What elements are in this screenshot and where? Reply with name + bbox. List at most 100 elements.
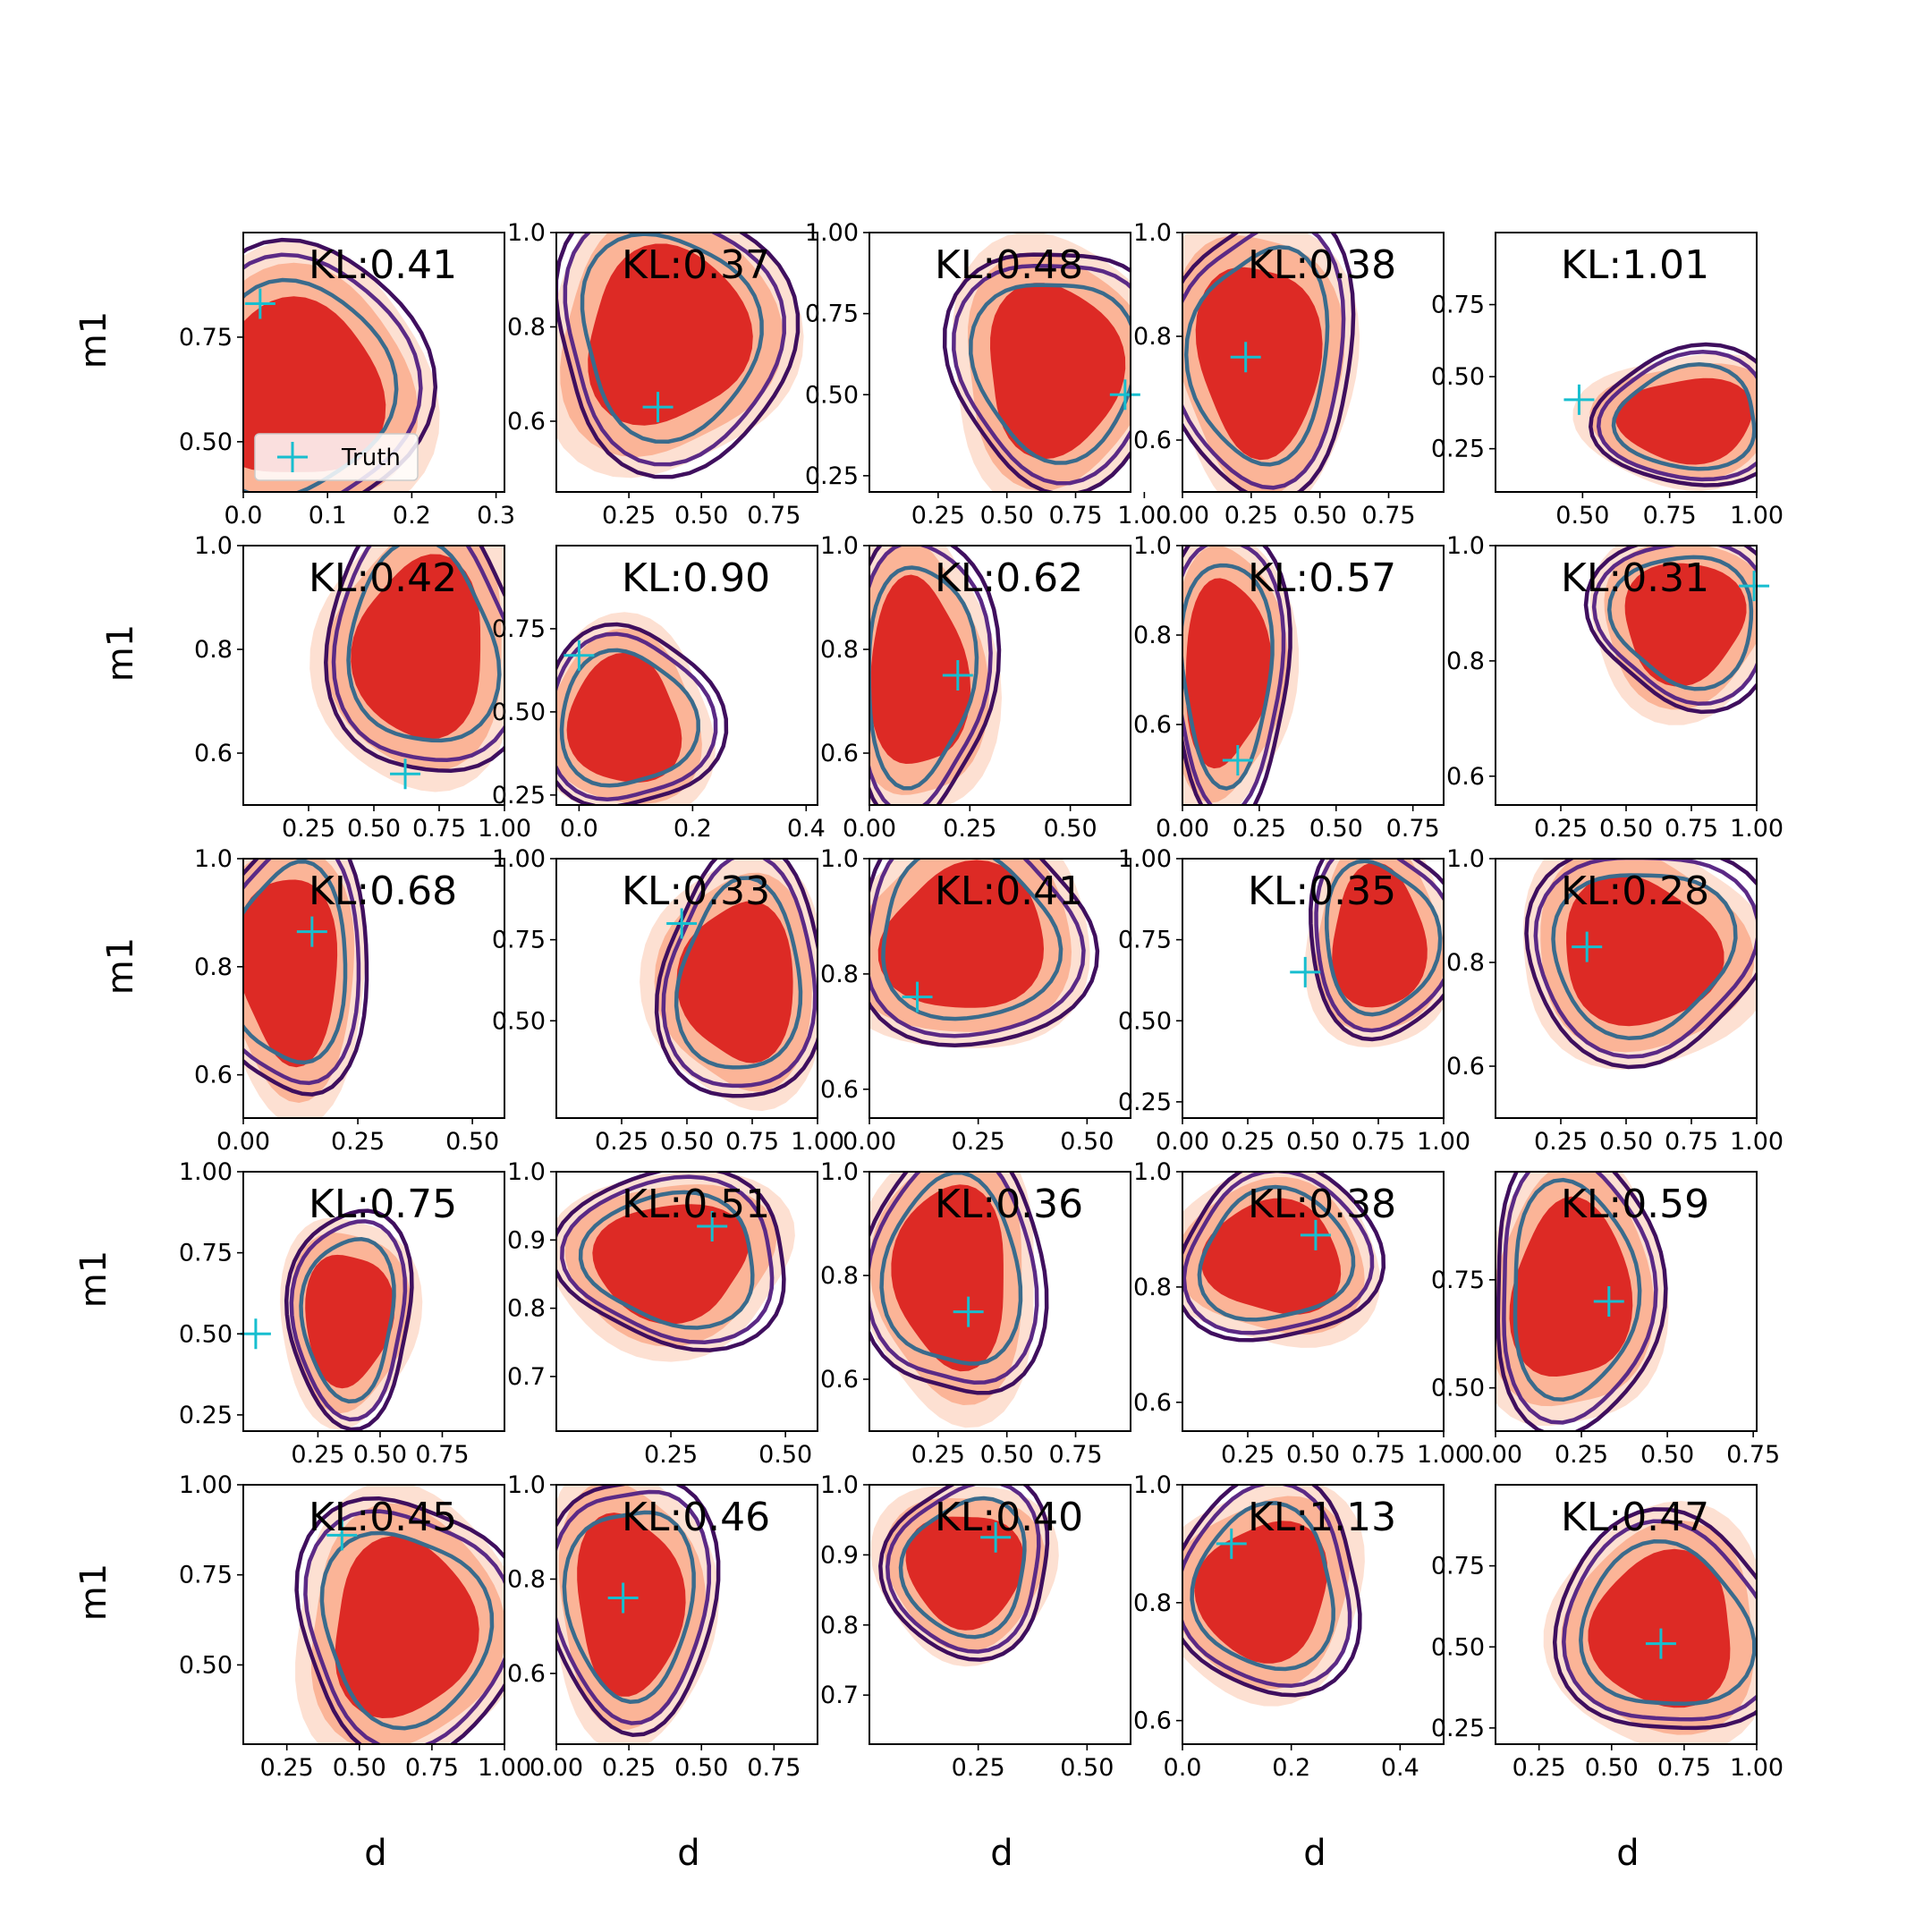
density-fill-inner — [577, 1513, 686, 1697]
contour-line-mid — [1533, 859, 1757, 1059]
contour-line-mid — [1314, 859, 1444, 1033]
x-axis-label-col-2: d — [677, 1833, 699, 1874]
x-tick-label: 0.75 — [1048, 1441, 1102, 1469]
x-tick-label: 0.50 — [1044, 815, 1097, 843]
y-tick-label: 0.25 — [1431, 1715, 1485, 1742]
x-tick-label: 0.50 — [1599, 1128, 1653, 1156]
x-tick-label: 0.75 — [1352, 1128, 1405, 1156]
y-tick-label: 1.0 — [820, 845, 859, 873]
y-tick-label: 0.50 — [492, 1007, 546, 1035]
panel-23: 0.25 0.50 0.7 0.8 0.9 1.0 KL:0.40 — [820, 1471, 1131, 1782]
y-tick-label: 0.50 — [179, 428, 233, 456]
kl-annotation: KL:0.40 — [935, 1495, 1083, 1540]
x-tick-label: 0.75 — [1726, 1441, 1780, 1469]
y-axis-label-row-3: m1 — [100, 937, 141, 995]
y-tick-label: 0.75 — [179, 1240, 233, 1267]
x-tick-label: 0.25 — [1555, 1441, 1608, 1469]
y-tick-label: 0.8 — [1133, 1589, 1172, 1617]
y-tick-label: 0.75 — [492, 927, 546, 954]
density-fill-inner — [305, 1254, 395, 1389]
density-fill-inner — [566, 652, 682, 783]
y-tick-label: 1.0 — [507, 1158, 546, 1186]
panel-12: 0.25 0.50 0.75 1.00 0.50 0.75 1.00 KL:0.33 — [492, 845, 844, 1156]
contour-line-outer — [243, 859, 369, 1097]
kl-annotation: KL:0.47 — [1561, 1495, 1709, 1540]
kl-annotation: KL:0.48 — [935, 242, 1083, 288]
panel-11: 0.00 0.25 0.50 0.6 0.8 1.0 KL:0.68 — [194, 845, 505, 1156]
contour-line-inner — [578, 1190, 755, 1330]
x-tick-label: 0.25 — [1534, 1128, 1588, 1156]
panel-20: 0.00 0.25 0.50 0.75 0.50 0.75 KL:0.59 — [1431, 1171, 1780, 1469]
truth-marker — [1739, 571, 1770, 602]
x-axis-label-col-1: d — [364, 1833, 386, 1874]
x-tick-label: 1.00 — [1730, 1128, 1784, 1156]
x-tick-label: 0.4 — [1381, 1754, 1419, 1782]
y-tick-label: 0.8 — [194, 953, 233, 981]
panel-4: 0.00 0.25 0.50 0.75 0.6 0.8 1.0 KL:0.38 — [1133, 219, 1445, 530]
x-tick-label: 1.00 — [1417, 1441, 1470, 1469]
x-tick-label: 0.25 — [911, 1441, 965, 1469]
truth-marker — [980, 1521, 1012, 1553]
x-tick-label: 1.00 — [1730, 502, 1784, 530]
truth-marker — [1222, 745, 1253, 775]
x-tick-label: 0.25 — [260, 1754, 314, 1782]
y-tick-label: 0.6 — [194, 1062, 233, 1089]
density-contours — [280, 1208, 423, 1431]
y-tick-label: 1.0 — [1446, 845, 1485, 873]
truth-marker — [666, 908, 698, 939]
panel-8: 0.00 0.25 0.50 0.6 0.8 1.0 KL:0.62 — [820, 532, 1131, 843]
x-tick-label: 0.25 — [952, 1754, 1005, 1782]
panel-14: 0.00 0.25 0.50 0.75 1.00 0.25 0.50 0.75 1.00 KL:0… — [1118, 845, 1470, 1156]
x-tick-label: 0.50 — [1286, 1128, 1340, 1156]
truth-marker — [564, 640, 595, 671]
contour-line-inner — [869, 565, 979, 791]
x-tick-label: 0.25 — [1233, 815, 1286, 843]
contour-line-inner — [898, 1496, 1027, 1640]
x-tick-label: 0.25 — [282, 815, 335, 843]
y-tick-label: 0.6 — [1133, 1389, 1172, 1417]
kl-annotation: KL:0.38 — [1248, 242, 1396, 288]
x-tick-label: 0.00 — [1156, 815, 1209, 843]
axes-frame — [555, 1484, 818, 1745]
truth-marker — [1290, 956, 1321, 987]
panel-7: 0.0 0.2 0.4 0.25 0.50 0.75 KL:0.90 — [492, 545, 826, 843]
panel-19: 0.25 0.50 0.75 1.00 0.6 0.8 1.0 KL:0.38 — [1133, 1158, 1470, 1469]
y-tick-label: 0.6 — [507, 1660, 546, 1688]
x-tick-label: 0.75 — [1048, 502, 1102, 530]
truth-marker — [244, 288, 275, 319]
y-tick-label: 1.00 — [179, 1158, 233, 1186]
x-tick-label: 0.50 — [674, 502, 728, 530]
axes-frame — [869, 858, 1131, 1119]
legend-label: Truth — [341, 445, 401, 471]
x-tick-label: 0.75 — [725, 1128, 779, 1156]
x-tick-label: 0.3 — [477, 502, 515, 530]
kl-annotation: KL:0.46 — [622, 1495, 770, 1540]
contour-line-outer — [878, 1485, 1050, 1662]
density-fill-inner — [243, 296, 386, 472]
panel-16: 0.25 0.50 0.75 0.25 0.50 0.75 1.00 KL:0.75 — [179, 1158, 505, 1469]
y-tick-label: 0.25 — [1431, 436, 1485, 463]
x-tick-label: 0.75 — [1386, 815, 1440, 843]
y-tick-label: 0.8 — [1133, 323, 1172, 351]
density-fill-inner — [1588, 1548, 1731, 1708]
y-axis-label-row-1: m1 — [73, 311, 114, 369]
y-tick-label: 0.8 — [1133, 622, 1172, 649]
contour-line-inner — [1579, 1539, 1757, 1707]
y-tick-label: 1.0 — [1133, 219, 1172, 247]
y-tick-label: 0.25 — [492, 782, 546, 809]
x-tick-label: 1.00 — [791, 1128, 844, 1156]
contour-line-inner — [969, 283, 1131, 465]
y-tick-label: 0.7 — [507, 1363, 546, 1391]
density-fill-inner — [1566, 874, 1724, 1027]
kl-annotation: KL:0.41 — [935, 869, 1083, 914]
kl-annotation: KL:0.57 — [1248, 555, 1396, 601]
y-tick-label: 0.6 — [1446, 763, 1485, 791]
x-tick-label: 0.4 — [787, 815, 826, 843]
x-tick-label: 0.50 — [758, 1441, 812, 1469]
density-contours — [1182, 1172, 1386, 1348]
x-tick-label: 0.50 — [674, 1754, 728, 1782]
x-axis-label-col-4: d — [1303, 1833, 1326, 1874]
x-tick-label: 1.00 — [478, 1754, 531, 1782]
y-tick-label: 0.6 — [1133, 711, 1172, 739]
density-contours — [556, 1172, 795, 1362]
